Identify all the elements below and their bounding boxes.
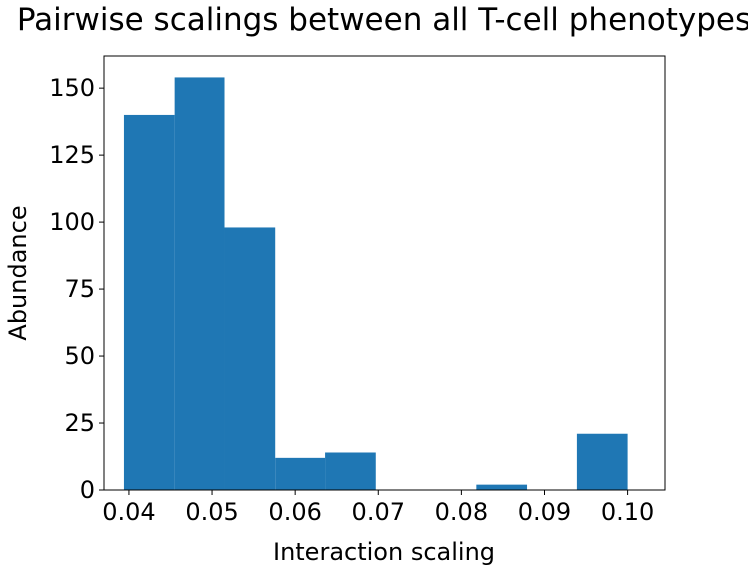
histogram-bar-9: [576, 433, 628, 490]
y-axis-label: Abundance: [4, 205, 32, 340]
y-tick-label-5: 125: [49, 141, 95, 169]
x-tick-label-3: 0.07: [352, 498, 405, 526]
plot-frame: [103, 55, 666, 491]
chart-title: Pairwise scalings between all T-cell phe…: [17, 2, 748, 38]
y-tick-label-0: 0: [80, 476, 95, 504]
x-tick-label-5: 0.09: [518, 498, 571, 526]
x-axis-ticks: 0.04 0.05 0.06 0.07 0.08 0.09 0.10: [102, 490, 654, 526]
x-tick-label-4: 0.08: [435, 498, 488, 526]
y-axis-ticks: 0 25 50 75 100 125 150: [49, 74, 104, 504]
histogram-bar-4: [325, 452, 376, 490]
histogram-bar-0: [123, 114, 175, 491]
x-tick-label-1: 0.05: [185, 498, 238, 526]
y-tick-label-3: 75: [64, 275, 95, 303]
y-tick-label-6: 150: [49, 74, 95, 102]
x-tick-label-6: 0.10: [601, 498, 654, 526]
x-tick-label-0: 0.04: [102, 498, 155, 526]
histogram-bar-3: [275, 457, 326, 490]
histogram-bar-7: [476, 484, 528, 490]
y-tick-label-1: 25: [64, 409, 95, 437]
y-tick-label-2: 50: [64, 342, 95, 370]
histogram-bar-2: [224, 227, 276, 490]
x-tick-label-2: 0.06: [268, 498, 321, 526]
histogram-bar-1: [174, 77, 225, 490]
y-tick-label-4: 100: [49, 208, 95, 236]
x-axis-label: Interaction scaling: [273, 538, 495, 566]
bars-group: [123, 77, 628, 491]
